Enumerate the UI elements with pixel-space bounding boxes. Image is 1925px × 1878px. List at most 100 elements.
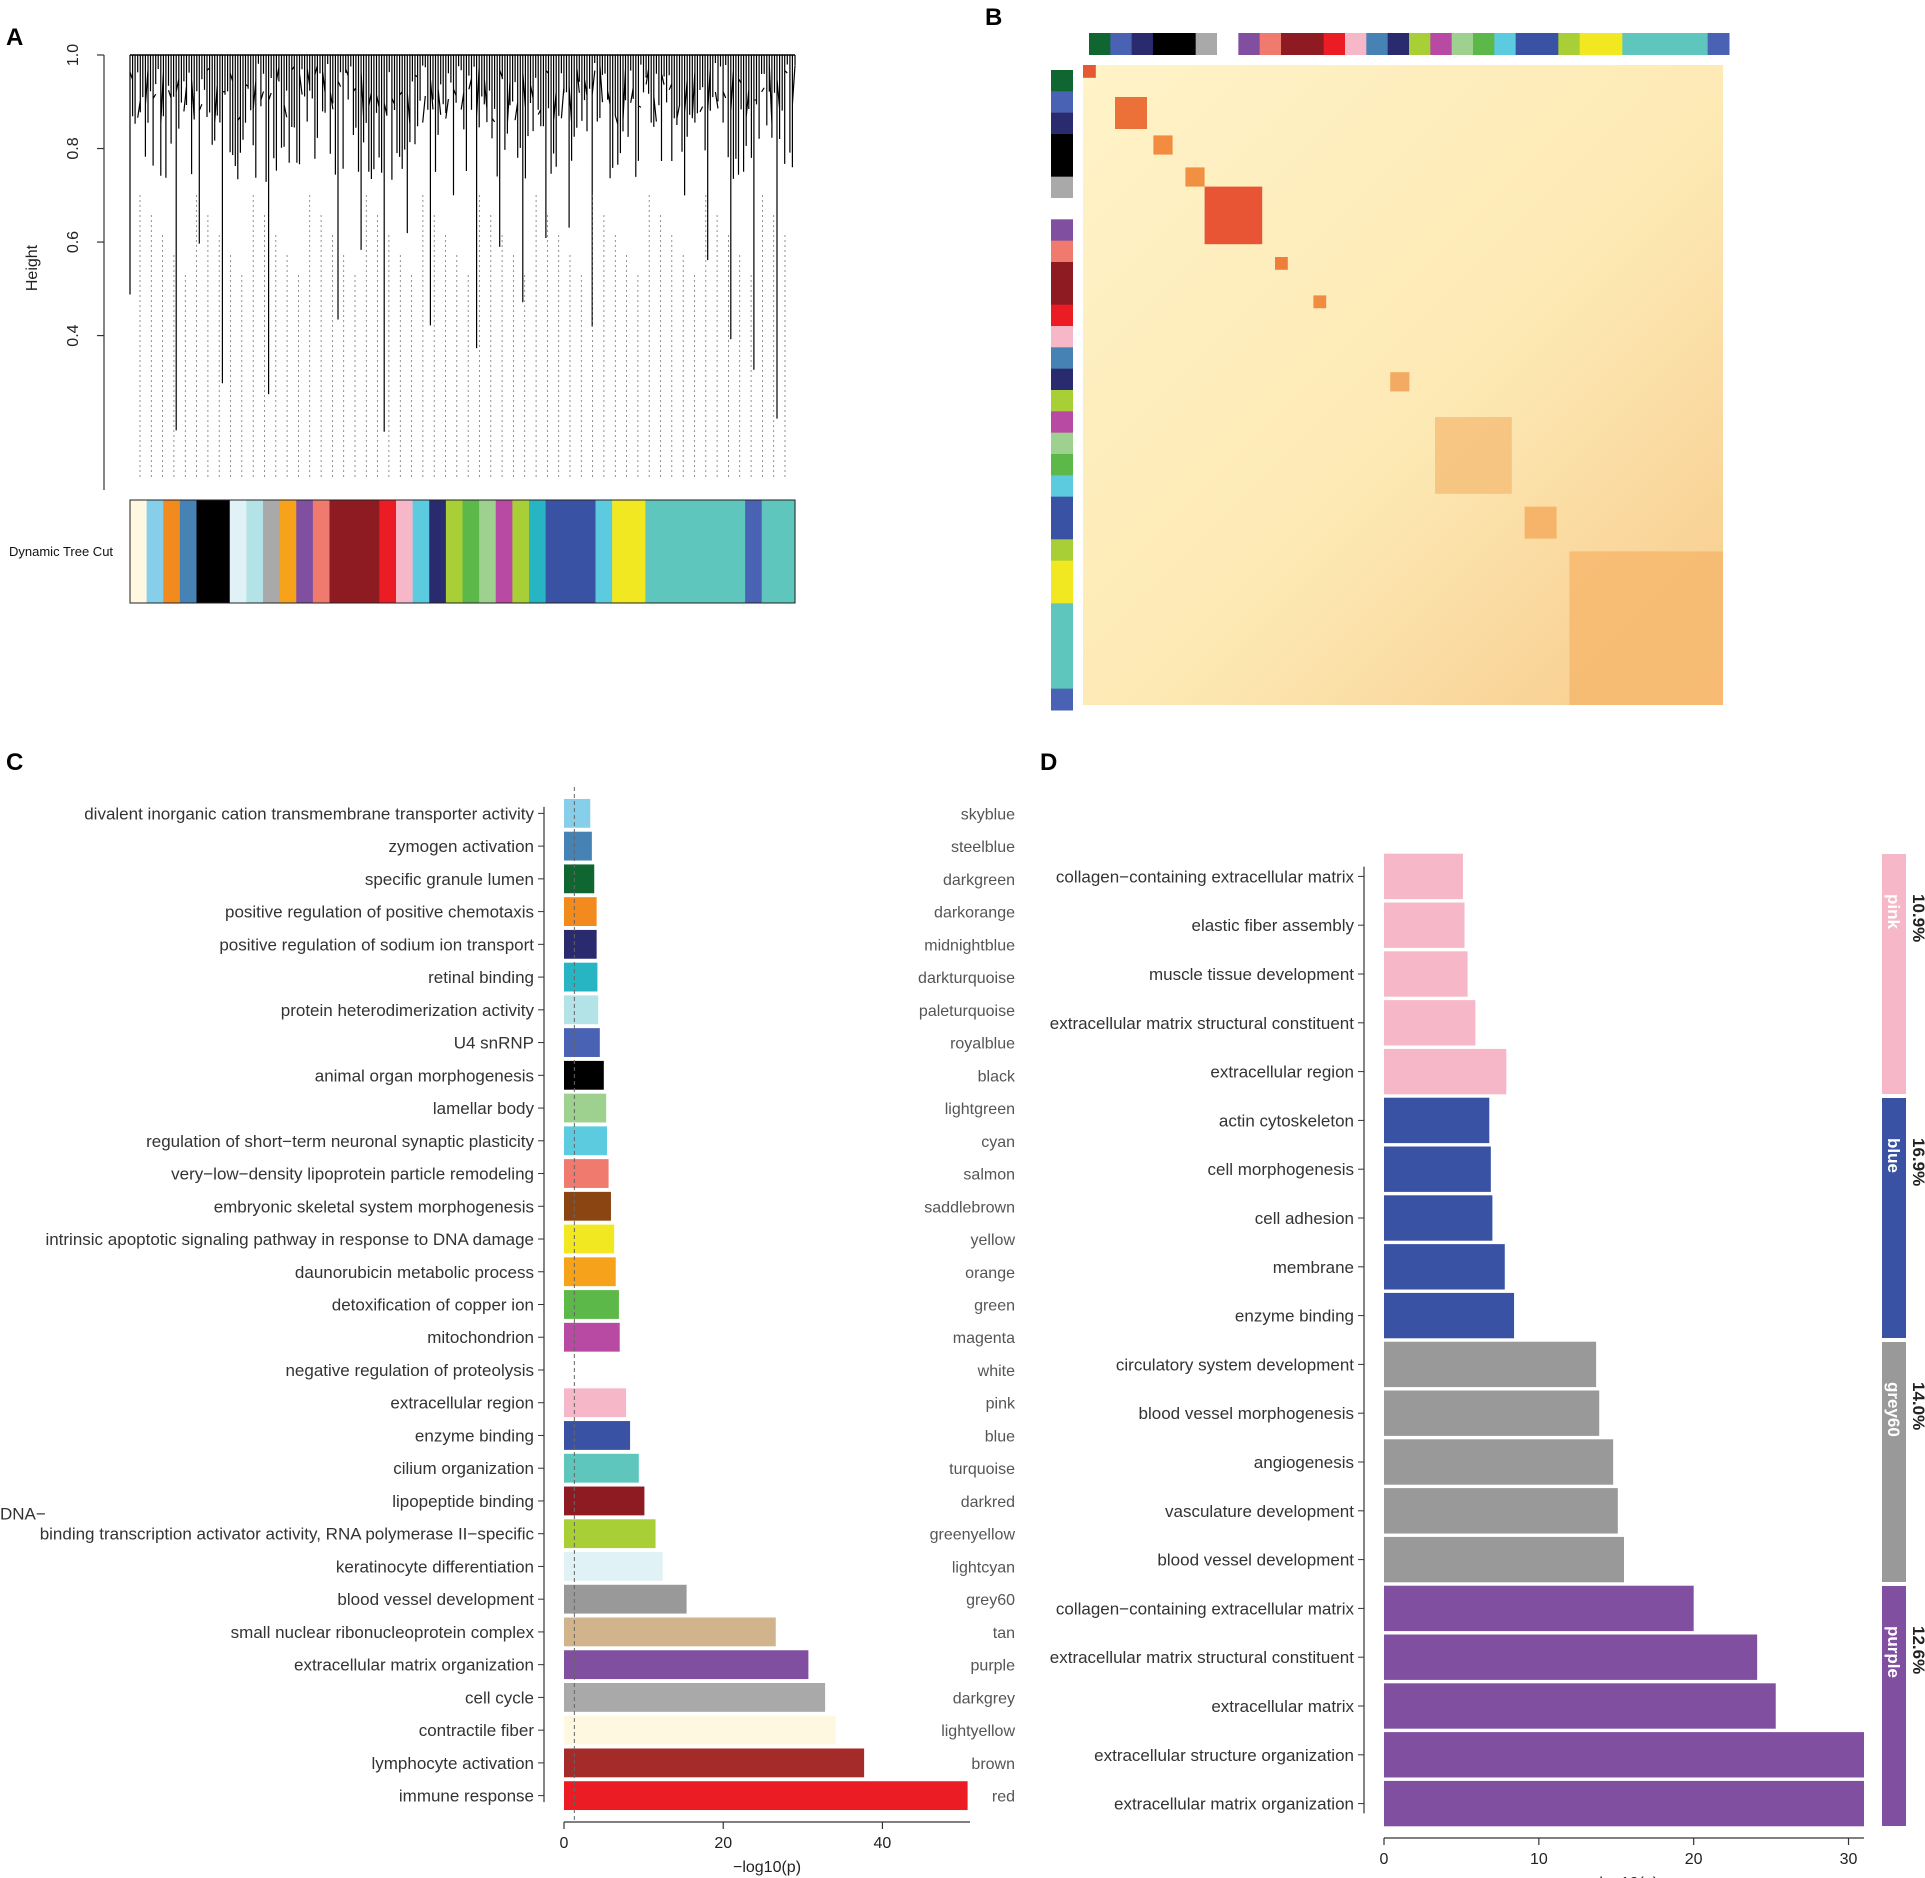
panel-d-group-label: purple: [1884, 1626, 1903, 1678]
panel-b-left-strip-segment: [1051, 368, 1073, 391]
panel-b-left-strip-segment: [1051, 176, 1073, 199]
panel-b-left-strip-segment: [1051, 454, 1073, 476]
panel-a-strip-segment: [429, 500, 447, 603]
panel-d-term-label: collagen−containing extracellular matrix: [1056, 867, 1355, 886]
panel-b-left-strip-segment: [1051, 539, 1073, 562]
panel-b-left-strip-segment: [1051, 91, 1073, 114]
panel-c-term-label: keratinocyte differentiation: [336, 1557, 534, 1576]
panel-c-module-label: turquoise: [949, 1461, 1015, 1478]
panel-a-strip-segment: [512, 500, 530, 603]
panel-c-bar: [564, 1453, 639, 1483]
panel-c-module-label: white: [977, 1363, 1015, 1380]
panel-c-bar: [564, 864, 595, 894]
panel-d-bar: [1384, 1000, 1476, 1046]
panel-b-top-strip-segment: [1579, 33, 1602, 55]
panel-c-term-label: small nuclear ribonucleoprotein complex: [231, 1623, 535, 1642]
panel-c-module-label: steelblue: [951, 839, 1015, 856]
panel-b-top-strip-segment: [1217, 33, 1239, 55]
panel-c-term-label: mitochondrion: [427, 1328, 534, 1347]
panel-c-bar: [564, 798, 591, 828]
panel-b-top-strip-segment: [1665, 33, 1687, 55]
panel-d-x-tick-label: 20: [1685, 1851, 1703, 1868]
panel-c-term-label: negative regulation of proteolysis: [285, 1361, 534, 1380]
panel-d-term-label: circulatory system development: [1116, 1355, 1354, 1374]
panel-d-group-percent: 12.6%: [1909, 1626, 1925, 1674]
panel-c-x-tick-label: 20: [714, 1835, 732, 1852]
panel-b-left-strip-segment: [1051, 262, 1073, 284]
panel-b-top-strip-segment: [1153, 33, 1175, 55]
panel-b-top-strip-segment: [1323, 33, 1346, 55]
panel-c-term-label: extracellular region: [390, 1394, 534, 1413]
panel-a-strip-segment: [396, 500, 414, 603]
panel-a-strip-segment: [529, 500, 547, 603]
panel-d-bar: [1384, 1780, 1864, 1827]
panel-c-bar: [564, 1290, 619, 1319]
panel-b-left-strip-segment: [1051, 432, 1073, 455]
panel-a-strip-segment: [645, 500, 663, 603]
panel-b-top-strip-segment: [1473, 33, 1495, 55]
panel-d-term-label: blood vessel development: [1157, 1551, 1354, 1570]
panel-c-module-label: orange: [965, 1265, 1015, 1282]
panel-c-term-label: daunorubicin metabolic process: [295, 1263, 534, 1282]
panel-c-bar: [564, 1715, 836, 1745]
panel-a-strip-segment: [595, 500, 613, 603]
panel-d-bar: [1384, 1683, 1776, 1729]
panel-a-y-ticks: 0.4 0.6 0.8 1.0: [65, 44, 104, 347]
panel-a-y-tick-label: 1.0: [65, 44, 82, 66]
panel-d-group-label: blue: [1884, 1138, 1903, 1173]
panel-d-term-label: extracellular matrix structural constitu…: [1050, 1648, 1355, 1667]
panel-a-strip-segment: [362, 500, 380, 603]
panel-b-top-strip-segment: [1707, 33, 1730, 55]
panel-b-top-strip-segment: [1643, 33, 1666, 55]
panel-b-left-module-strip: [1051, 70, 1073, 711]
panel-d-bar: [1384, 1536, 1624, 1583]
panel-a-strip-segment: [146, 500, 164, 603]
panel-b-top-strip-segment: [1515, 33, 1538, 55]
panel-a-strip-segment: [263, 500, 281, 603]
panel-c-bar: [564, 831, 592, 861]
panel-b-heatmap: [1051, 33, 1730, 711]
panel-c-bar: [564, 1781, 968, 1811]
panel-d-term-label: extracellular matrix: [1211, 1697, 1354, 1716]
panel-a-strip-segment: [628, 500, 646, 603]
panel-a-y-tick-label: 0.4: [65, 324, 82, 346]
panel-c-module-label: saddlebrown: [924, 1199, 1015, 1216]
panel-b-module-block: [1569, 551, 1723, 705]
panel-a-strip-segment: [279, 500, 297, 603]
panel-b-module-block: [1435, 417, 1512, 494]
panel-a-strip-segment: [562, 500, 580, 603]
panel-a-strip-segment: [179, 500, 198, 603]
panel-d-term-label: membrane: [1273, 1258, 1354, 1277]
panel-c-module-label: lightgreen: [945, 1101, 1015, 1118]
panel-a-cut-label: Dynamic Tree Cut: [9, 544, 113, 559]
panel-b-left-strip-segment: [1051, 560, 1073, 583]
panel-d-bar: [1384, 1439, 1614, 1485]
panel-d-group-strip: [1882, 854, 1906, 1094]
panel-a-strip-segment: [379, 500, 397, 603]
panel-c-bar: [564, 929, 597, 959]
panel-b-top-strip-segment: [1259, 33, 1282, 55]
panel-a-y-tick-label: 0.6: [65, 231, 82, 253]
panel-c-module-label: darkred: [961, 1494, 1015, 1511]
panel-a-strip-segment: [745, 500, 763, 603]
panel-b-module-block: [1313, 295, 1327, 309]
panel-b-left-strip-segment: [1051, 688, 1073, 711]
panel-c-term-label: cilium organization: [393, 1459, 534, 1478]
panel-c-module-label: red: [992, 1789, 1015, 1806]
panel-b-top-strip-segment: [1451, 33, 1474, 55]
panel-d-term-label: muscle tissue development: [1149, 965, 1354, 984]
panel-b-left-strip-segment: [1051, 198, 1073, 220]
panel-c-module-label: royalblue: [950, 1036, 1015, 1053]
panel-a-strip-segment: [296, 500, 314, 603]
panel-b-left-strip-segment: [1051, 70, 1073, 92]
panel-b-left-strip-segment: [1051, 283, 1073, 306]
panel-d-bar: [1384, 1244, 1505, 1290]
panel-c-term-label: blood vessel development: [337, 1590, 534, 1609]
panel-d-term-label: collagen−containing extracellular matrix: [1056, 1599, 1355, 1618]
panel-c-term-label: contractile fiber: [419, 1721, 535, 1740]
panel-c-bar: [564, 1682, 826, 1712]
panel-c-term-label: regulation of short−term neuronal synapt…: [146, 1132, 534, 1151]
panel-d-bar: [1384, 1634, 1758, 1680]
panel-c-module-label: brown: [971, 1756, 1015, 1773]
